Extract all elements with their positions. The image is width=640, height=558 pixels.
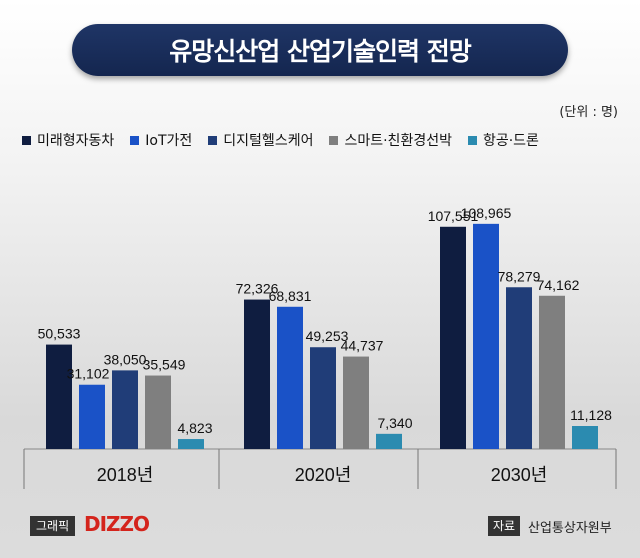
data-label-1-1: 68,831: [269, 288, 312, 304]
data-label-4-1: 7,340: [377, 415, 412, 431]
data-label-0-0: 50,533: [38, 326, 81, 342]
data-label-3-2: 74,162: [537, 277, 580, 293]
data-label-2-0: 38,050: [104, 351, 147, 367]
legend-label-iot: IoT가전: [145, 133, 193, 149]
data-label-0-1: 72,326: [236, 281, 279, 297]
bar-3-2: [539, 295, 565, 449]
unit-label: (단위 : 명): [559, 105, 618, 120]
legend-swatch-future-car: [22, 135, 31, 145]
data-label-2-1: 49,253: [306, 328, 349, 344]
data-label-4-0: 4,823: [177, 420, 212, 436]
bar-4-1: [376, 433, 402, 449]
brand-logo: DIZZO: [84, 512, 150, 536]
bar-2-1: [310, 347, 336, 449]
bar-3-0: [145, 375, 171, 449]
bar-0-0: [46, 344, 72, 449]
data-label-4-2: 11,128: [570, 407, 612, 423]
data-label-0-2: 107,551: [428, 208, 479, 224]
bar-3-1: [343, 356, 369, 449]
legend-swatch-drone: [467, 135, 477, 145]
source-text: 산업통상자원부: [528, 521, 612, 536]
bar-2-0: [112, 370, 138, 449]
source-badge: 자료: [488, 516, 521, 536]
data-label-3-1: 44,737: [341, 338, 384, 354]
bar-1-0: [79, 384, 105, 449]
legend-item-smart-ship: 스마트·친환경선박: [329, 130, 452, 150]
bar-4-2: [572, 426, 598, 449]
legend-swatch-iot: [130, 135, 140, 145]
category-label-0: 2018년: [97, 465, 154, 485]
chart-title: 유망신산업 산업기술인력 전망: [72, 24, 568, 76]
bar-1-1: [277, 306, 303, 449]
bar-4-0: [178, 439, 204, 449]
bar-1-2: [473, 223, 499, 449]
category-label-2: 2030년: [491, 465, 548, 485]
data-label-1-2: 108,965: [461, 205, 512, 221]
bar-0-2: [440, 226, 466, 449]
bar-0-1: [244, 299, 270, 449]
category-label-1: 2020년: [295, 465, 352, 485]
legend-item-future-car: 미래형자동차: [22, 130, 114, 150]
legend-item-digital-health: 디지털헬스케어: [208, 130, 313, 150]
data-label-2-2: 78,279: [498, 268, 541, 284]
legend-item-iot: IoT가전: [130, 130, 192, 150]
legend-label-digital-health: 디지털헬스케어: [223, 133, 314, 149]
legend-label-future-car: 미래형자동차: [37, 133, 115, 149]
legend-label-smart-ship: 스마트·친환경선박: [344, 133, 452, 149]
graphic-badge: 그래픽: [30, 516, 76, 536]
legend-swatch-smart-ship: [329, 135, 339, 145]
data-label-1-0: 31,102: [67, 366, 110, 382]
legend-item-drone: 항공·드론: [467, 130, 539, 150]
bar-2-2: [506, 287, 532, 449]
legend: 미래형자동차 IoT가전 디지털헬스케어 스마트·친환경선박 항공·드론: [22, 128, 622, 152]
data-label-3-0: 35,549: [143, 357, 186, 373]
legend-label-drone: 항공·드론: [482, 133, 539, 149]
legend-swatch-digital-health: [208, 135, 218, 145]
